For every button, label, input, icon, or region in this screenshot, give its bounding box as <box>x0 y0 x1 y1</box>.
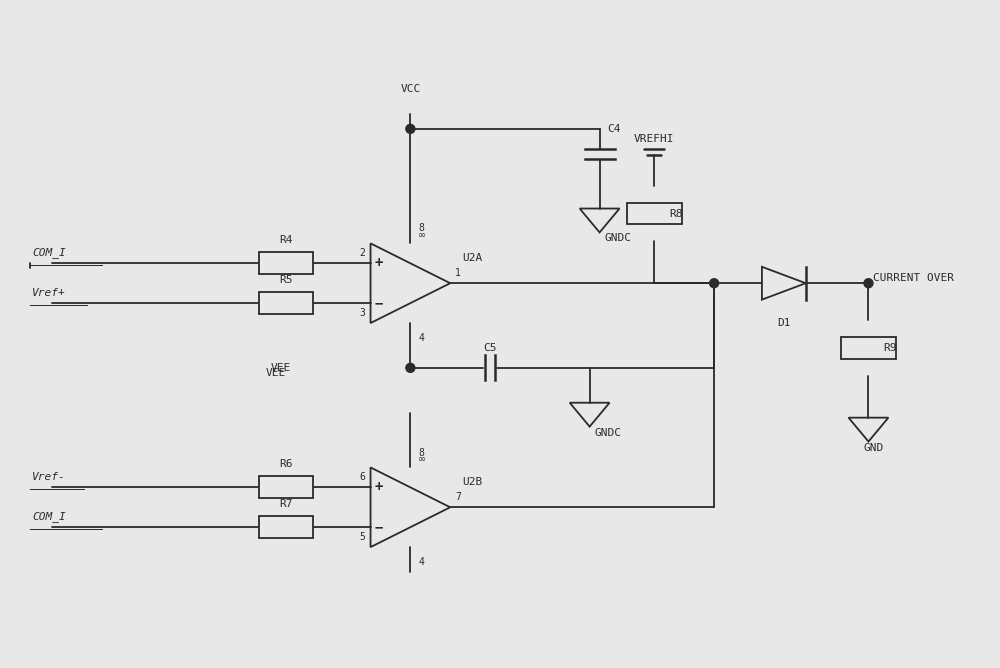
Circle shape <box>864 279 873 288</box>
FancyBboxPatch shape <box>259 476 313 498</box>
Text: R9: R9 <box>883 343 897 353</box>
Text: GNDC: GNDC <box>605 233 632 243</box>
Circle shape <box>710 279 719 288</box>
Text: U2B: U2B <box>462 478 482 488</box>
Text: ∞: ∞ <box>418 454 426 464</box>
Text: +: + <box>374 480 383 494</box>
Polygon shape <box>849 418 888 442</box>
Text: R4: R4 <box>279 235 293 245</box>
Text: COM_I: COM_I <box>32 511 66 522</box>
Text: 8: 8 <box>418 448 424 458</box>
Text: GNDC: GNDC <box>595 428 622 438</box>
Text: Vref-: Vref- <box>32 472 66 482</box>
Text: 4: 4 <box>418 333 424 343</box>
Text: R6: R6 <box>279 460 293 470</box>
FancyBboxPatch shape <box>259 292 313 314</box>
Polygon shape <box>762 267 806 300</box>
Text: COM_I: COM_I <box>32 247 66 259</box>
Text: VREFHI: VREFHI <box>634 134 675 144</box>
Text: 6: 6 <box>360 472 366 482</box>
Text: R8: R8 <box>669 208 683 218</box>
Text: C5: C5 <box>483 343 497 353</box>
Text: D1: D1 <box>777 318 791 328</box>
Text: 2: 2 <box>360 248 366 259</box>
Circle shape <box>406 124 415 134</box>
Text: 7: 7 <box>455 492 461 502</box>
Text: ∞: ∞ <box>418 230 426 240</box>
Text: VEE: VEE <box>266 368 286 378</box>
FancyBboxPatch shape <box>259 516 313 538</box>
Text: U2A: U2A <box>462 253 482 263</box>
Text: R5: R5 <box>279 275 293 285</box>
Text: 3: 3 <box>360 308 366 318</box>
Text: CURRENT OVER: CURRENT OVER <box>873 273 954 283</box>
Text: R7: R7 <box>279 499 293 509</box>
Polygon shape <box>371 243 450 323</box>
Text: VCC: VCC <box>400 84 420 94</box>
Text: 8: 8 <box>418 223 424 233</box>
Text: 1: 1 <box>455 269 461 279</box>
Text: GND: GND <box>863 442 884 452</box>
Text: 4: 4 <box>418 557 424 567</box>
Text: C4: C4 <box>608 124 621 134</box>
Circle shape <box>406 363 415 372</box>
FancyBboxPatch shape <box>627 202 682 224</box>
Text: −: − <box>374 296 383 310</box>
Text: −: − <box>374 520 383 534</box>
Polygon shape <box>371 468 450 547</box>
Text: Vref+: Vref+ <box>32 288 66 298</box>
Text: +: + <box>374 257 383 271</box>
Polygon shape <box>570 403 610 427</box>
Text: 5: 5 <box>360 532 366 542</box>
Text: VEE: VEE <box>271 363 291 373</box>
FancyBboxPatch shape <box>841 337 896 359</box>
FancyBboxPatch shape <box>259 253 313 275</box>
Polygon shape <box>580 208 620 232</box>
